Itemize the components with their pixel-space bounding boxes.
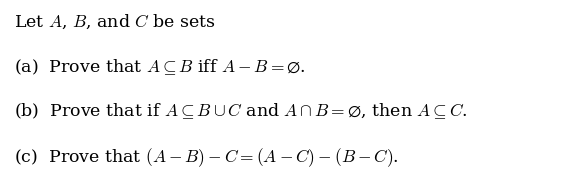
Text: (b)  Prove that if $A \subseteq B \cup C$ and $A \cap B = \varnothing$, then $A : (b) Prove that if $A \subseteq B \cup C$… (14, 101, 468, 121)
Text: Let $A$, $B$, and $C$ be sets: Let $A$, $B$, and $C$ be sets (14, 12, 216, 31)
Text: (c)  Prove that $(A - B) - C = (A - C) - (B - C)$.: (c) Prove that $(A - B) - C = (A - C) - … (14, 146, 399, 169)
Text: (a)  Prove that $A \subseteq B$ iff $A - B = \varnothing$.: (a) Prove that $A \subseteq B$ iff $A - … (14, 57, 306, 77)
